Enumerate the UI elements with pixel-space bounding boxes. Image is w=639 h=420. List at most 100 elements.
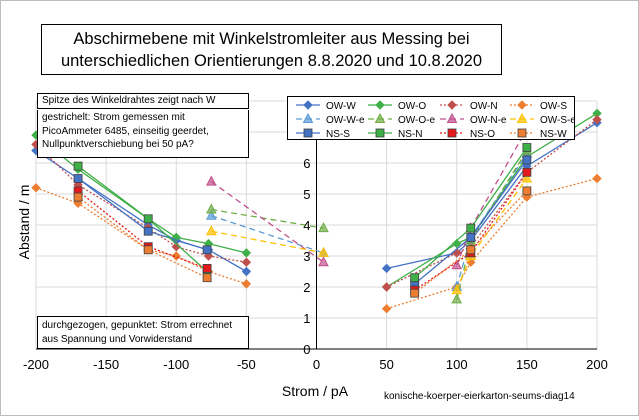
data-point-ow-n	[381, 282, 392, 292]
data-point-ow-s	[592, 173, 602, 184]
legend-item-ow-n: OW-N	[440, 100, 498, 112]
data-point-ns-w	[73, 192, 83, 202]
legend-label-ow-s: OW-S	[540, 101, 567, 112]
series-ns-w	[73, 186, 532, 298]
data-point-ns-w	[522, 186, 532, 196]
series-line-ns-o	[414, 171, 528, 291]
legend-marker-ow-s-e	[516, 112, 528, 123]
legend-item-ow-o-e: OW-O-e	[368, 112, 435, 126]
y-tick-label: 2	[303, 280, 310, 295]
series-line-ow-o-e	[211, 208, 324, 229]
x-tick-label: 0	[313, 357, 320, 372]
data-point-ns-s	[466, 232, 476, 242]
legend-item-ow-n-e: OW-N-e	[440, 112, 507, 126]
x-tick-label: 50	[379, 357, 393, 372]
series-line-ow-n	[35, 143, 247, 263]
legend-item-ow-s-e: OW-S-e	[510, 112, 576, 126]
data-point-ow-s	[31, 183, 41, 193]
series-line-ow-w	[35, 150, 247, 273]
data-point-ow-o-e	[451, 293, 463, 304]
y-tick-label: 3	[303, 249, 310, 264]
series-ow-n-e	[205, 122, 533, 270]
series-line-ow-s	[35, 187, 247, 285]
title-line-2: unterschiedlichen Orientierungen 8.8.202…	[60, 52, 483, 70]
data-point-ow-n-e	[205, 175, 217, 186]
x-tick-label: -200	[23, 357, 49, 372]
series-line-ow-s-e	[456, 178, 528, 291]
data-point-ow-s	[381, 303, 392, 314]
data-point-ns-o	[202, 263, 212, 273]
series-line-ow-n-e	[456, 128, 528, 266]
data-point-ow-w-e	[205, 209, 217, 220]
legend-label-ns-s: NS-S	[326, 129, 350, 139]
series-line-ns-w	[77, 196, 208, 279]
legend-marker-ow-n	[447, 100, 457, 110]
legend-item-ow-w: OW-W	[296, 100, 356, 112]
legend-item-ow-o: OW-O	[368, 100, 426, 112]
data-point-ns-s	[73, 174, 83, 183]
legend-item-ns-n: NS-N	[368, 128, 422, 140]
legend: OW-W OW-O OW-N OW-S OW-W-e OW-O-e OW-N-e OW-S-e…	[287, 96, 576, 140]
data-point-ow-n	[171, 241, 181, 252]
data-point-ns-n	[522, 143, 532, 152]
data-point-ow-s-e	[521, 172, 533, 183]
legend-marker-ow-w-e	[302, 112, 314, 123]
y-tick-label: 1	[303, 311, 310, 326]
legend-marker-ow-w	[303, 100, 313, 110]
x-tick-label: 100	[446, 357, 468, 372]
legend-marker-ns-w	[517, 128, 527, 138]
data-point-ow-o-e	[318, 222, 329, 233]
data-point-ow-o-e	[205, 203, 217, 214]
legend-item-ow-w-e: OW-W-e	[296, 112, 365, 126]
data-point-ow-n	[241, 257, 252, 267]
y-tick-label: 6	[303, 156, 310, 171]
legend-marker-ow-n-e	[446, 112, 458, 123]
data-point-ow-w	[381, 263, 392, 274]
legend-marker-ns-n	[375, 128, 385, 138]
data-point-ow-s-e	[318, 246, 329, 257]
series-line-ow-s-e	[211, 230, 324, 254]
legend-item-ow-s: OW-S	[510, 100, 567, 112]
series-line-ns-w	[414, 190, 528, 294]
x-tick-label: -100	[163, 357, 189, 372]
data-point-ns-n	[410, 273, 420, 283]
data-point-ow-o	[241, 248, 252, 258]
series-line-ns-o	[77, 190, 208, 270]
footer-label: konische-koerper-eierkarton-seums-diag14	[384, 391, 575, 402]
axes	[36, 101, 597, 350]
legend-label-ow-o-e: OW-O-e	[398, 115, 435, 126]
x-tick-label: 150	[516, 357, 538, 372]
data-point-ns-o	[522, 167, 532, 177]
legend-label-ow-w: OW-W	[326, 101, 356, 112]
y-tick-label: 5	[303, 187, 310, 202]
series-ow-w-e	[205, 147, 533, 291]
legend-marker-ns-s	[303, 128, 313, 138]
data-point-ow-s	[241, 279, 252, 289]
legend-label-ow-w-e: OW-W-e	[326, 115, 365, 126]
legend-marker-ow-s	[517, 100, 527, 110]
data-point-ns-n	[143, 214, 153, 224]
data-point-ns-n	[466, 223, 476, 233]
legend-label-ow-s-e: OW-S-e	[540, 115, 574, 126]
data-point-ow-s-e	[205, 225, 217, 236]
data-point-ns-w	[410, 288, 420, 298]
data-point-ow-s-e	[451, 284, 463, 295]
legend-marker-ow-o-e	[374, 112, 386, 123]
series-ow-s-e	[205, 172, 533, 295]
data-point-ns-w	[466, 245, 476, 255]
legend-label-ow-n-e: OW-N-e	[470, 115, 507, 126]
x-tick-label: 200	[586, 357, 608, 372]
data-point-ns-s	[522, 155, 532, 165]
x-tick-label: -50	[237, 357, 256, 372]
data-point-ns-s	[143, 226, 153, 236]
note-wire-tip: Spitze des Winkeldrahtes zeigt nach W	[37, 93, 249, 109]
series-ow-s	[31, 173, 602, 314]
data-point-ow-n-e	[318, 256, 329, 267]
data-point-ns-w	[202, 273, 212, 283]
series-ns-s	[73, 155, 532, 289]
chart-title: Abschirmebene mit Winkelstromleiter aus …	[41, 24, 502, 75]
legend-label-ow-o: OW-O	[398, 101, 426, 112]
